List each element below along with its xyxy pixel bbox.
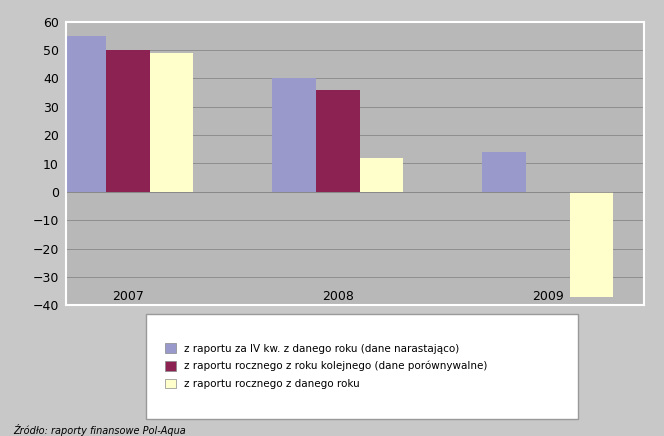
- Text: 2008: 2008: [322, 290, 354, 303]
- Bar: [570, 192, 614, 296]
- Bar: [316, 90, 360, 192]
- Text: Źródło: raporty finansowe Pol-Aqua: Źródło: raporty finansowe Pol-Aqua: [13, 424, 186, 436]
- Bar: [149, 53, 193, 192]
- Bar: [272, 78, 316, 192]
- Text: 2007: 2007: [112, 290, 143, 303]
- FancyBboxPatch shape: [146, 314, 578, 419]
- Bar: [62, 36, 106, 192]
- Bar: [482, 152, 526, 192]
- Bar: [360, 158, 404, 192]
- Bar: [106, 50, 149, 192]
- Text: 2009: 2009: [532, 290, 564, 303]
- Legend: z raportu za IV kw. z danego roku (dane narastająco), z raportu rocznego z roku : z raportu za IV kw. z danego roku (dane …: [160, 338, 493, 394]
